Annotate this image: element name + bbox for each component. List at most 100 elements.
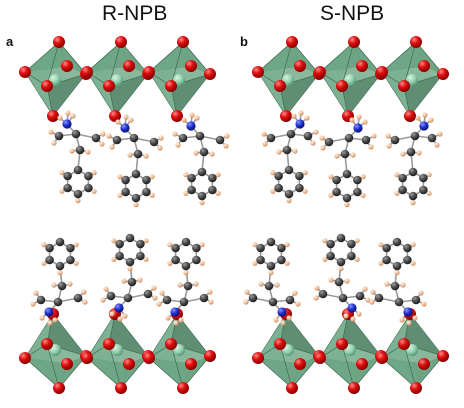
hydrogen-atom xyxy=(360,174,366,180)
carbon-atom xyxy=(326,251,335,261)
carbon-atom xyxy=(142,187,151,197)
nitrogen-atom xyxy=(403,307,413,317)
hydrogen-atom xyxy=(143,238,149,244)
carbon-atom xyxy=(136,251,145,261)
hydrogen-atom xyxy=(85,149,91,155)
carbon-atom xyxy=(55,261,65,271)
hydrogen-atom xyxy=(421,301,427,307)
carbon-atom xyxy=(248,293,258,303)
hydrogen-atom xyxy=(127,266,133,272)
carbon-atom xyxy=(197,167,207,177)
halide-atom xyxy=(53,36,65,48)
hydrogen-atom xyxy=(208,299,214,305)
hydrogen-atom xyxy=(183,190,189,196)
carbon-atom xyxy=(197,191,207,201)
hydrogen-atom xyxy=(410,200,416,206)
halide-atom xyxy=(376,352,388,364)
hydrogen-atom xyxy=(276,149,282,155)
hydrogen-atom xyxy=(106,133,112,139)
carbon-atom xyxy=(192,243,201,253)
hydrogen-atom xyxy=(183,172,189,178)
hydrogen-atom xyxy=(371,133,377,139)
carbon-atom xyxy=(131,169,141,179)
hydrogen-atom xyxy=(39,315,45,321)
carbon-atom xyxy=(277,255,286,265)
carbon-atom xyxy=(142,175,151,185)
hydrogen-atom xyxy=(378,242,384,248)
hydrogen-atom xyxy=(183,270,189,276)
hydrogen-atom xyxy=(298,110,304,116)
hydrogen-atom xyxy=(151,285,157,291)
hydrogen-atom xyxy=(394,190,400,196)
hydrogen-atom xyxy=(158,135,164,141)
halide-atom xyxy=(410,36,422,48)
hydrogen-atom xyxy=(406,320,412,326)
hydrogen-atom xyxy=(328,174,334,180)
halide-atom xyxy=(61,358,73,370)
hydrogen-atom xyxy=(59,188,65,194)
carbon-atom xyxy=(382,255,391,265)
hydrogen-atom xyxy=(274,282,280,288)
nitrogen-atom xyxy=(419,121,429,131)
hydrogen-atom xyxy=(199,242,205,248)
hydrogen-atom xyxy=(261,131,267,137)
carbon-atom xyxy=(392,261,402,271)
hydrogen-atom xyxy=(322,256,328,262)
halide-atom xyxy=(103,80,115,92)
carbon-atom xyxy=(411,295,421,305)
halide-atom xyxy=(280,110,292,122)
carbon-atom xyxy=(54,131,64,141)
hydrogen-atom xyxy=(418,290,424,296)
carbon-atom xyxy=(256,255,265,265)
hydrogen-atom xyxy=(362,286,368,292)
carbon-atom xyxy=(73,165,83,175)
hydrogen-atom xyxy=(48,129,54,135)
hydrogen-atom xyxy=(117,174,123,180)
carbon-atom xyxy=(264,281,274,291)
hydrogen-atom xyxy=(65,110,71,116)
hydrogen-atom xyxy=(30,301,36,307)
hydrogen-atom xyxy=(41,260,47,266)
carbon-atom xyxy=(45,255,54,265)
nitrogen-atom xyxy=(277,307,287,317)
carbon-atom xyxy=(187,185,196,195)
hydrogen-atom xyxy=(291,113,297,119)
hydrogen-atom xyxy=(426,190,432,196)
carbon-atom xyxy=(274,183,283,193)
nitrogen-atom xyxy=(347,303,357,313)
hydrogen-atom xyxy=(67,281,73,287)
carbon-atom xyxy=(403,255,412,265)
carbon-atom xyxy=(347,251,356,261)
carbon-atom xyxy=(36,295,46,305)
hydrogen-atom xyxy=(117,192,123,198)
hydrogen-atom xyxy=(244,289,250,295)
panel-b-label: b xyxy=(240,34,248,49)
hydrogen-atom xyxy=(292,148,298,154)
carbon-atom xyxy=(106,291,116,301)
hydrogen-atom xyxy=(268,270,274,276)
carbon-atom xyxy=(115,251,124,261)
hydrogen-atom xyxy=(167,260,173,266)
carbon-atom xyxy=(127,277,137,287)
carbon-atom xyxy=(162,295,172,305)
carbon-atom xyxy=(295,171,304,181)
hydrogen-atom xyxy=(152,295,158,301)
halide-atom xyxy=(356,60,368,72)
carbon-atom xyxy=(112,135,122,145)
carbon-atom xyxy=(84,171,93,181)
carbon-atom xyxy=(342,169,352,179)
hydrogen-atom xyxy=(115,119,121,125)
hydrogen-atom xyxy=(189,112,195,118)
halide-atom xyxy=(61,60,73,72)
hydrogen-atom xyxy=(386,143,392,149)
hydrogen-atom xyxy=(51,282,57,288)
carbon-atom xyxy=(344,133,354,143)
hydrogen-atom xyxy=(360,192,366,198)
hydrogen-atom xyxy=(209,151,215,157)
carbon-atom xyxy=(125,257,135,267)
halide-atom xyxy=(123,60,135,72)
halide-atom xyxy=(286,36,298,48)
hydrogen-atom xyxy=(252,242,258,248)
hydrogen-atom xyxy=(215,190,221,196)
hydrogen-atom xyxy=(344,278,350,284)
